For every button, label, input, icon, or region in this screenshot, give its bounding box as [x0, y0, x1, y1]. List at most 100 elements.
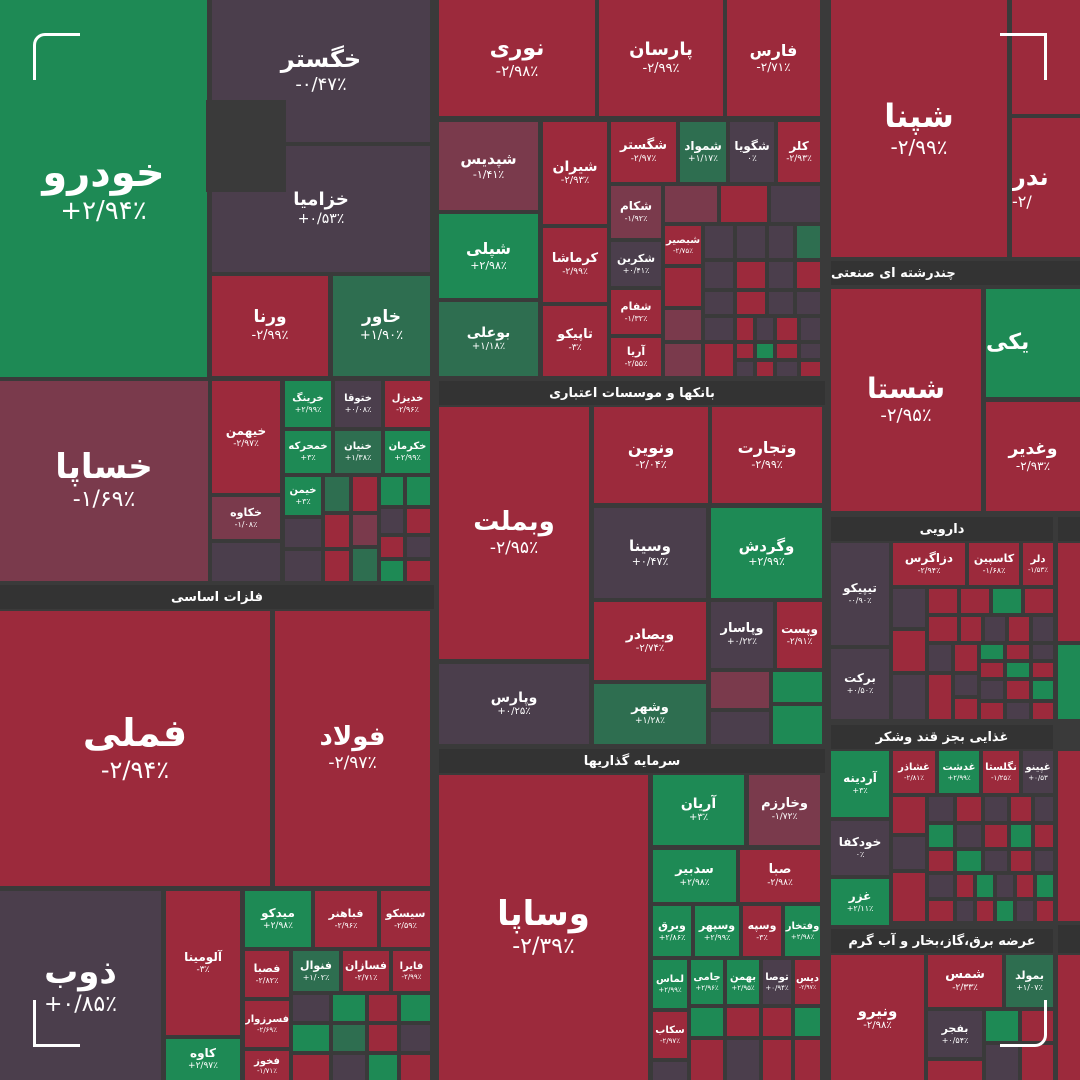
- mini-tile[interactable]: [1007, 645, 1029, 659]
- tile-vsepeh[interactable]: وسپه -۳٪: [743, 906, 781, 956]
- mini-tile[interactable]: [977, 875, 993, 897]
- mini-tile[interactable]: [407, 477, 430, 505]
- mini-tile[interactable]: [773, 706, 822, 744]
- tile-khkerman[interactable]: خکرمان +۲/۹۹٪: [385, 431, 430, 473]
- tile-shekarbon[interactable]: شکربن +۰/۴۱٪: [611, 242, 661, 286]
- tile-khdizel[interactable]: خدیزل -۲/۹۶٪: [385, 381, 430, 427]
- mini-tile[interactable]: [705, 344, 733, 376]
- tile-almas[interactable]: لماس +۲/۹۹٪: [653, 960, 687, 1008]
- mini-tile[interactable]: [285, 519, 321, 547]
- mini-tile[interactable]: [769, 292, 793, 314]
- mini-tile[interactable]: [997, 875, 1013, 897]
- tile-bahman[interactable]: بهمن +۲/۹۵٪: [727, 960, 759, 1004]
- mini-tile[interactable]: [981, 663, 1003, 677]
- mini-tile[interactable]: [985, 851, 1007, 871]
- mini-tile[interactable]: [407, 537, 430, 557]
- mini-tile[interactable]: [773, 672, 822, 702]
- tile-kaveh[interactable]: کاوه +۲/۹۷٪: [166, 1039, 240, 1080]
- mini-tile[interactable]: [1033, 663, 1053, 677]
- mini-tile[interactable]: [285, 551, 321, 581]
- mini-tile[interactable]: [929, 617, 957, 641]
- mini-tile[interactable]: [893, 589, 925, 627]
- tile-vbmellat[interactable]: وبملت -۲/۹۵٪: [439, 407, 589, 659]
- tile-vpars[interactable]: وپارس +۰/۲۵٪: [439, 664, 589, 744]
- mini-tile[interactable]: [757, 318, 773, 340]
- tile-khtooga[interactable]: ختوقا +۰/۰۸٪: [335, 381, 381, 427]
- mini-tile[interactable]: [981, 703, 1003, 719]
- mini-tile[interactable]: [757, 362, 773, 376]
- tile-gheglestan[interactable]: نگلستا -۱/۲۵٪: [983, 751, 1019, 793]
- tile-fameli[interactable]: فملی -۲/۹۴٪: [0, 611, 270, 886]
- tile-jami[interactable]: جامی +۲/۹۶٪: [691, 960, 723, 1004]
- mini-tile[interactable]: [955, 675, 977, 695]
- tile-vtejarat[interactable]: وتجارت -۲/۹۹٪: [712, 407, 822, 503]
- mini-tile[interactable]: [353, 549, 377, 581]
- tile-shepli[interactable]: شپلی +۲/۹۸٪: [439, 214, 538, 298]
- tile-ardineh[interactable]: آردینه +۳٪: [831, 751, 889, 817]
- mini-tile[interactable]: [1058, 925, 1080, 953]
- mini-tile[interactable]: [381, 537, 403, 557]
- mini-tile[interactable]: [665, 268, 701, 306]
- mini-tile[interactable]: [737, 262, 765, 288]
- mini-tile[interactable]: [1011, 825, 1031, 847]
- mini-tile[interactable]: [777, 362, 797, 376]
- mini-tile[interactable]: [929, 675, 951, 719]
- mini-tile[interactable]: [929, 825, 953, 847]
- mini-tile[interactable]: [665, 344, 701, 376]
- tile-vniroo[interactable]: ونیرو -۲/۹۸٪: [831, 955, 924, 1080]
- mini-tile[interactable]: [1037, 901, 1053, 921]
- mini-tile[interactable]: [986, 1045, 1018, 1080]
- mini-tile[interactable]: [893, 797, 925, 833]
- tile-fsazan[interactable]: فسازان -۲/۷۱٪: [343, 951, 389, 991]
- tile-booali[interactable]: بوعلی +۱/۱۸٪: [439, 302, 538, 376]
- tile-fsarzvar[interactable]: فسرزوار -۲/۶۹٪: [245, 1001, 289, 1047]
- mini-tile[interactable]: [1011, 797, 1031, 821]
- mini-tile[interactable]: [1033, 645, 1053, 659]
- tile-bfajr[interactable]: بفجر +۰/۵۴٪: [928, 1011, 982, 1057]
- mini-tile[interactable]: [1058, 517, 1080, 541]
- tile-sakab[interactable]: سکاب -۲/۹۷٪: [653, 1012, 687, 1058]
- mini-tile[interactable]: [353, 515, 377, 545]
- mini-tile[interactable]: [1017, 875, 1033, 897]
- mini-tile[interactable]: [957, 875, 973, 897]
- mini-tile[interactable]: [769, 226, 793, 258]
- mini-tile[interactable]: [1009, 617, 1029, 641]
- mini-tile[interactable]: [777, 318, 797, 340]
- mini-tile[interactable]: [1058, 645, 1080, 719]
- mini-tile[interactable]: [293, 1025, 329, 1051]
- tile-caspian[interactable]: کاسپین -۱/۶۸٪: [969, 543, 1019, 585]
- mini-tile[interactable]: [325, 477, 349, 511]
- mini-tile[interactable]: [929, 797, 953, 821]
- mini-tile[interactable]: [797, 262, 820, 288]
- mini-tile[interactable]: [893, 631, 925, 671]
- tile-khazamia[interactable]: خزامیا +۰/۵۳٪: [212, 146, 430, 272]
- tile-vsina[interactable]: وسینا +۰/۴۷٪: [594, 508, 706, 598]
- tile-khbonyan[interactable]: خنیان +۱/۳۸٪: [335, 431, 381, 473]
- tile-toosa[interactable]: توصا +۰/۹۴٪: [763, 960, 791, 1004]
- mini-tile[interactable]: [1037, 875, 1053, 897]
- tile-khavar[interactable]: خاور +۱/۹۰٪: [333, 276, 430, 376]
- mini-tile[interactable]: [401, 1025, 430, 1051]
- mini-tile[interactable]: [993, 589, 1021, 613]
- mini-tile[interactable]: [333, 1025, 365, 1051]
- tile-khsapa[interactable]: خساپا -۱/۶۹٪: [0, 381, 208, 581]
- tile-khkaveh[interactable]: خکاوه -۱/۰۸٪: [212, 497, 280, 539]
- mini-tile[interactable]: [957, 851, 981, 871]
- mini-tile[interactable]: [893, 675, 925, 719]
- tile-midco[interactable]: میدکو +۲/۹۸٪: [245, 891, 311, 947]
- mini-tile[interactable]: [929, 645, 951, 671]
- tile-vghadir[interactable]: وغدیر -۲/۹۳٪: [986, 402, 1080, 511]
- mini-tile[interactable]: [985, 617, 1005, 641]
- tile-aria[interactable]: آریا -۲/۵۵٪: [611, 338, 661, 376]
- tile-barakat[interactable]: برکت +۰/۵۰٪: [831, 649, 889, 719]
- mini-tile[interactable]: [763, 1008, 791, 1036]
- mini-tile[interactable]: [957, 901, 973, 921]
- tile-khmoharekeh[interactable]: خمحرکه +۳٪: [285, 431, 331, 473]
- mini-tile[interactable]: [1058, 955, 1080, 1080]
- tile-shmavad[interactable]: شموا‌د +۱/۱۷٪: [680, 122, 726, 182]
- tile-varna[interactable]: ورنا -۲/۹۹٪: [212, 276, 328, 376]
- mini-tile[interactable]: [293, 1055, 329, 1080]
- tile-bmoled[interactable]: بمولد +۱/۰۷٪: [1006, 955, 1053, 1007]
- tile-vpost[interactable]: وپست -۲/۹۱٪: [777, 602, 822, 668]
- mini-tile[interactable]: [795, 1040, 820, 1080]
